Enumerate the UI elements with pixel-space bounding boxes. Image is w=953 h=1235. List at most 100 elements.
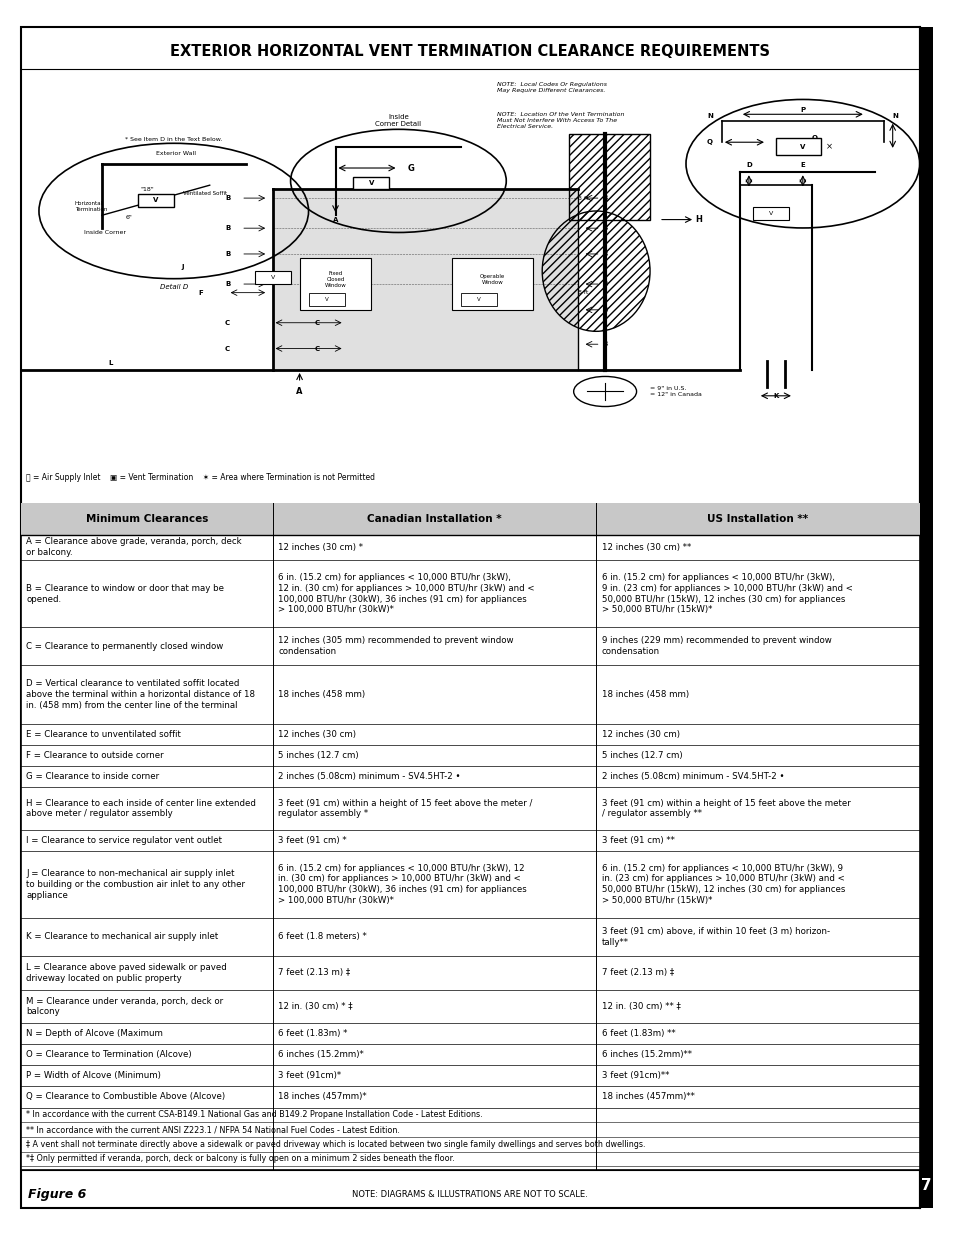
Text: O = Clearance to Termination (Alcove): O = Clearance to Termination (Alcove) bbox=[27, 1051, 192, 1060]
Text: B: B bbox=[602, 282, 607, 287]
Text: Exterior Wall: Exterior Wall bbox=[155, 151, 195, 156]
Text: Q: Q bbox=[706, 140, 712, 146]
Text: Minimum Clearances: Minimum Clearances bbox=[86, 514, 208, 524]
Text: C: C bbox=[314, 346, 320, 352]
Text: 18 inches (458 mm): 18 inches (458 mm) bbox=[601, 690, 688, 699]
Text: V: V bbox=[800, 143, 804, 149]
Text: 12 in. (30 cm) * ‡: 12 in. (30 cm) * ‡ bbox=[277, 1002, 353, 1011]
Text: B: B bbox=[225, 225, 230, 231]
Text: C = Clearance to permanently closed window: C = Clearance to permanently closed wind… bbox=[27, 642, 223, 651]
Text: US Installation **: US Installation ** bbox=[706, 514, 807, 524]
Text: 18 inches (458 mm): 18 inches (458 mm) bbox=[277, 690, 365, 699]
Text: Detail D: Detail D bbox=[159, 284, 188, 290]
Text: Inside
Corner Detail: Inside Corner Detail bbox=[375, 114, 421, 127]
Bar bbox=[569, 133, 649, 220]
Text: H = Clearance to each inside of center line extended
above meter / regulator ass: H = Clearance to each inside of center l… bbox=[27, 799, 256, 819]
Text: V: V bbox=[152, 198, 158, 204]
Text: Horizontal
Termination: Horizontal Termination bbox=[75, 201, 107, 212]
Text: 6 feet (1.8 meters) *: 6 feet (1.8 meters) * bbox=[277, 932, 366, 941]
Text: NOTE:  Location Of the Vent Termination
Must Not Interfere With Access To The
El: NOTE: Location Of the Vent Termination M… bbox=[497, 112, 624, 128]
Text: 6 feet (1.83m) **: 6 feet (1.83m) ** bbox=[601, 1029, 675, 1039]
Text: 3 feet (91 cm) within a height of 15 feet above the meter /
regulator assembly *: 3 feet (91 cm) within a height of 15 fee… bbox=[277, 799, 532, 819]
Text: 6 inches (15.2mm)*: 6 inches (15.2mm)* bbox=[277, 1051, 363, 1060]
Text: ⒧ = Air Supply Inlet    ▣ = Vent Termination    ✶ = Area where Termination is no: ⒧ = Air Supply Inlet ▣ = Vent Terminatio… bbox=[26, 473, 375, 482]
Text: 18 inches (457mm)**: 18 inches (457mm)** bbox=[601, 1093, 694, 1102]
Text: A: A bbox=[296, 388, 302, 396]
Text: ×: × bbox=[825, 142, 832, 151]
Bar bbox=[254, 272, 291, 284]
Text: B: B bbox=[602, 341, 607, 347]
Text: N: N bbox=[706, 114, 712, 120]
Text: V: V bbox=[369, 180, 374, 186]
Text: C: C bbox=[225, 320, 230, 326]
Text: 12 inches (30 cm): 12 inches (30 cm) bbox=[601, 730, 679, 740]
Bar bbox=[273, 189, 578, 370]
Text: E: E bbox=[800, 162, 804, 168]
Text: B: B bbox=[225, 282, 230, 287]
Text: B: B bbox=[602, 225, 607, 231]
Bar bbox=[354, 177, 389, 189]
Text: 9 inches (229 mm) recommended to prevent window
condensation: 9 inches (229 mm) recommended to prevent… bbox=[601, 636, 830, 656]
Text: 7: 7 bbox=[920, 1178, 931, 1193]
Bar bbox=[452, 258, 533, 310]
Text: G: G bbox=[407, 163, 414, 173]
Text: Inside Corner: Inside Corner bbox=[84, 230, 126, 235]
Text: O: O bbox=[811, 135, 817, 141]
Text: 6 inches (15.2mm)**: 6 inches (15.2mm)** bbox=[601, 1051, 691, 1060]
Text: B: B bbox=[602, 251, 607, 257]
Text: F: F bbox=[198, 290, 203, 295]
Text: L = Clearance above paved sidewalk or paved
driveway located on public property: L = Clearance above paved sidewalk or pa… bbox=[27, 963, 227, 983]
Text: K = Clearance to mechanical air supply inlet: K = Clearance to mechanical air supply i… bbox=[27, 932, 218, 941]
Bar bbox=[461, 293, 497, 305]
Text: Figure 6: Figure 6 bbox=[29, 1188, 87, 1200]
Text: B: B bbox=[225, 251, 230, 257]
Text: 3 feet (91 cm) **: 3 feet (91 cm) ** bbox=[601, 836, 674, 845]
Text: 6": 6" bbox=[125, 215, 132, 220]
Text: A = Clearance above grade, veranda, porch, deck
or balcony.: A = Clearance above grade, veranda, porc… bbox=[27, 537, 242, 557]
Text: 8 ft.: 8 ft. bbox=[578, 290, 590, 295]
Text: H: H bbox=[694, 215, 701, 224]
Text: N: N bbox=[892, 114, 898, 120]
Text: V: V bbox=[271, 275, 274, 280]
Text: 3 feet (91 cm) within a height of 15 feet above the meter
/ regulator assembly *: 3 feet (91 cm) within a height of 15 fee… bbox=[601, 799, 849, 819]
Text: Q = Clearance to Combustible Above (Alcove): Q = Clearance to Combustible Above (Alco… bbox=[27, 1093, 225, 1102]
Text: P = Width of Alcove (Minimum): P = Width of Alcove (Minimum) bbox=[27, 1072, 161, 1081]
Text: L: L bbox=[109, 359, 112, 366]
Text: B: B bbox=[225, 195, 230, 201]
Text: J: J bbox=[181, 264, 184, 270]
Text: 3 feet (91 cm) above, if within 10 feet (3 m) horizon-
tally**: 3 feet (91 cm) above, if within 10 feet … bbox=[601, 927, 829, 947]
Bar bbox=[137, 194, 173, 206]
Text: 6 in. (15.2 cm) for appliances < 10,000 BTU/hr (3kW), 9
in. (23 cm) for applianc: 6 in. (15.2 cm) for appliances < 10,000 … bbox=[601, 863, 844, 905]
Text: 12 inches (30 cm) **: 12 inches (30 cm) ** bbox=[601, 543, 690, 552]
Text: V: V bbox=[476, 296, 480, 301]
Text: Operable
Window: Operable Window bbox=[479, 274, 505, 285]
Text: C: C bbox=[225, 346, 230, 352]
Text: 5 inches (12.7 cm): 5 inches (12.7 cm) bbox=[601, 751, 681, 761]
Text: 3 feet (91 cm) *: 3 feet (91 cm) * bbox=[277, 836, 346, 845]
Text: M = Clearance under veranda, porch, deck or
balcony: M = Clearance under veranda, porch, deck… bbox=[27, 997, 223, 1016]
Text: 3 ft.: 3 ft. bbox=[578, 195, 590, 200]
Text: 3 feet (91cm)*: 3 feet (91cm)* bbox=[277, 1072, 341, 1081]
Text: 3 feet (91cm)**: 3 feet (91cm)** bbox=[601, 1072, 668, 1081]
Text: Fixed
Closed
Window: Fixed Closed Window bbox=[324, 272, 346, 288]
Text: D = Vertical clearance to ventilated soffit located
above the terminal within a : D = Vertical clearance to ventilated sof… bbox=[27, 679, 255, 710]
Text: 6 in. (15.2 cm) for appliances < 10,000 BTU/hr (3kW),
9 in. (23 cm) for applianc: 6 in. (15.2 cm) for appliances < 10,000 … bbox=[601, 573, 852, 614]
Text: 2 inches (5.08cm) minimum - SV4.5HT-2 •: 2 inches (5.08cm) minimum - SV4.5HT-2 • bbox=[601, 772, 783, 782]
Text: "18": "18" bbox=[140, 186, 153, 191]
Bar bbox=[919, 27, 932, 1208]
Text: ‡ A vent shall not terminate directly above a sidewalk or paved driveway which i: ‡ A vent shall not terminate directly ab… bbox=[27, 1140, 645, 1149]
Text: V: V bbox=[768, 211, 773, 216]
Text: Canadian Installation *: Canadian Installation * bbox=[367, 514, 501, 524]
Text: J = Clearance to non-mechanical air supply inlet
to building or the combustion a: J = Clearance to non-mechanical air supp… bbox=[27, 869, 245, 899]
Text: NOTE: DIAGRAMS & ILLUSTRATIONS ARE NOT TO SCALE.: NOTE: DIAGRAMS & ILLUSTRATIONS ARE NOT T… bbox=[352, 1191, 588, 1199]
Text: I = Clearance to service regulator vent outlet: I = Clearance to service regulator vent … bbox=[27, 836, 222, 845]
Text: V: V bbox=[324, 296, 328, 301]
Bar bbox=[299, 258, 371, 310]
Text: 6 feet (1.83m) *: 6 feet (1.83m) * bbox=[277, 1029, 347, 1039]
Text: * In accordance with the current CSA-B149.1 National Gas and B149.2 Propane Inst: * In accordance with the current CSA-B14… bbox=[27, 1110, 482, 1119]
Text: D: D bbox=[745, 162, 751, 168]
Text: C: C bbox=[314, 320, 320, 326]
Text: P: P bbox=[800, 107, 804, 112]
Text: 6 in. (15.2 cm) for appliances < 10,000 BTU/hr (3kW),
12 in. (30 cm) for applian: 6 in. (15.2 cm) for appliances < 10,000 … bbox=[277, 573, 534, 614]
Text: 2 inches (5.08cm) minimum - SV4.5HT-2 •: 2 inches (5.08cm) minimum - SV4.5HT-2 • bbox=[277, 772, 460, 782]
